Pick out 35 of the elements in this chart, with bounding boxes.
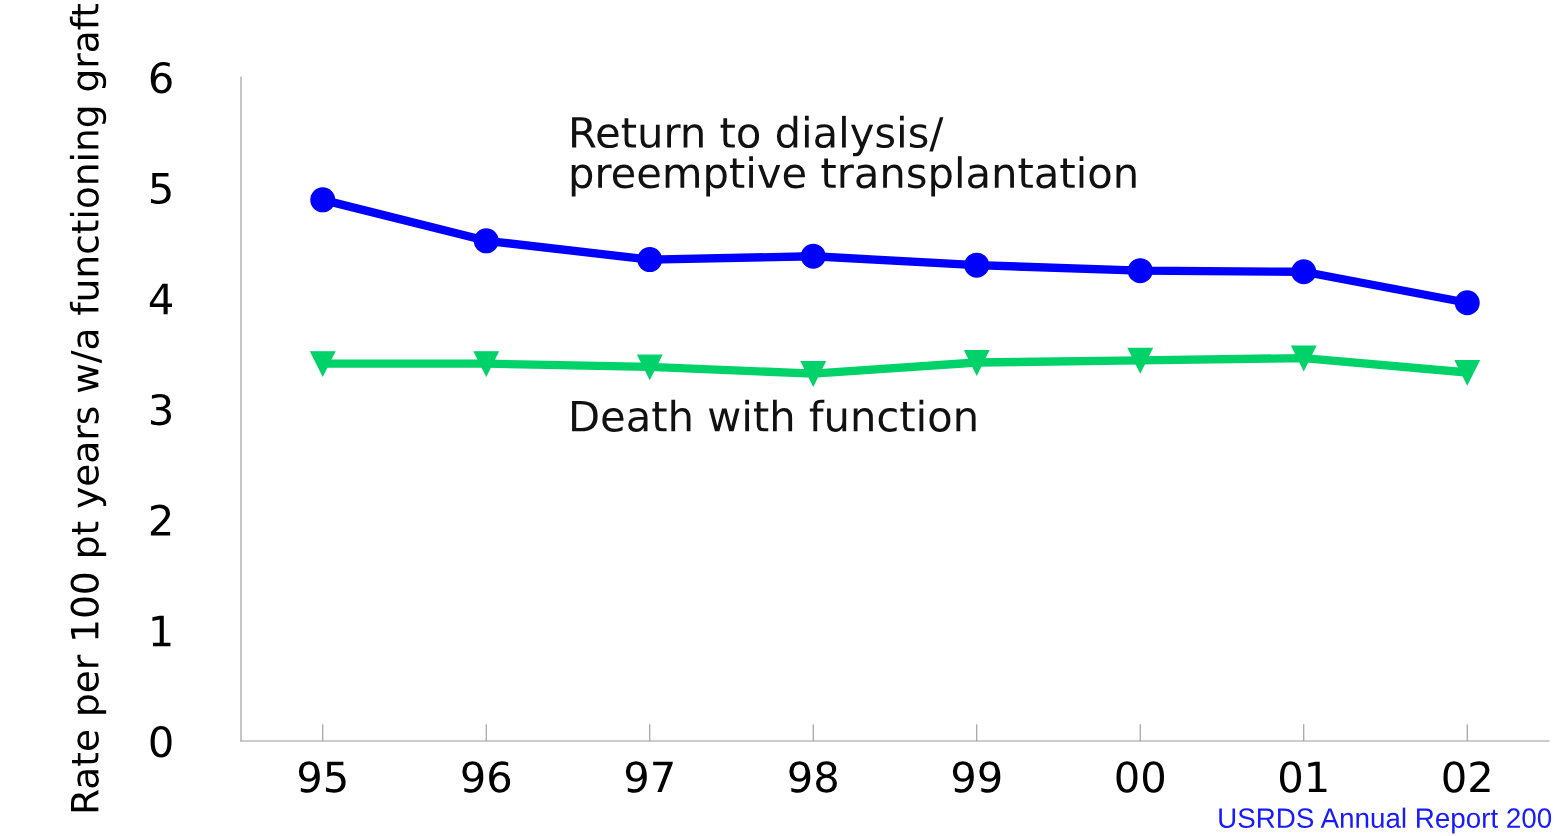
point (310, 351, 336, 377)
series-label: Death with function (572, 399, 976, 432)
y-tick-label: 2 (150, 504, 171, 536)
y-axis-title: Rate per 100 pt years w/a functioning graft (69, 3, 107, 812)
y-tick-label: 0 (150, 725, 172, 758)
point (800, 243, 826, 269)
point (1454, 359, 1480, 385)
point (1291, 345, 1317, 371)
x-tick-label: 98 (789, 761, 837, 793)
y-tick-label: 6 (150, 61, 172, 94)
point (964, 350, 990, 376)
point (964, 252, 990, 278)
point (473, 228, 499, 254)
series-label: Return to dialysis/ preemptive transplantation (571, 115, 1136, 197)
point (310, 187, 336, 213)
x-tick-label: 96 (462, 761, 511, 793)
x-tick-label: 99 (952, 761, 1001, 793)
point (637, 247, 663, 273)
point (473, 351, 499, 377)
point (800, 361, 826, 387)
y-tick-label: 1 (152, 615, 171, 647)
point (1291, 259, 1317, 285)
text: USRDS Annual Report 200 (1219, 807, 1552, 834)
x-tick-label: 02 (1443, 761, 1490, 793)
point (1127, 347, 1153, 373)
point (1127, 258, 1153, 284)
y-tick-label: 4 (149, 283, 172, 315)
x-tick-label: 97 (625, 761, 673, 793)
y-tick-label: 3 (151, 393, 171, 426)
point (637, 354, 663, 380)
x-tick-label: 00 (1116, 761, 1164, 793)
point (1454, 290, 1480, 316)
x-tick-label: 01 (1279, 761, 1327, 793)
y-tick-label: 5 (151, 173, 171, 205)
x-tick-label: 95 (298, 761, 346, 793)
